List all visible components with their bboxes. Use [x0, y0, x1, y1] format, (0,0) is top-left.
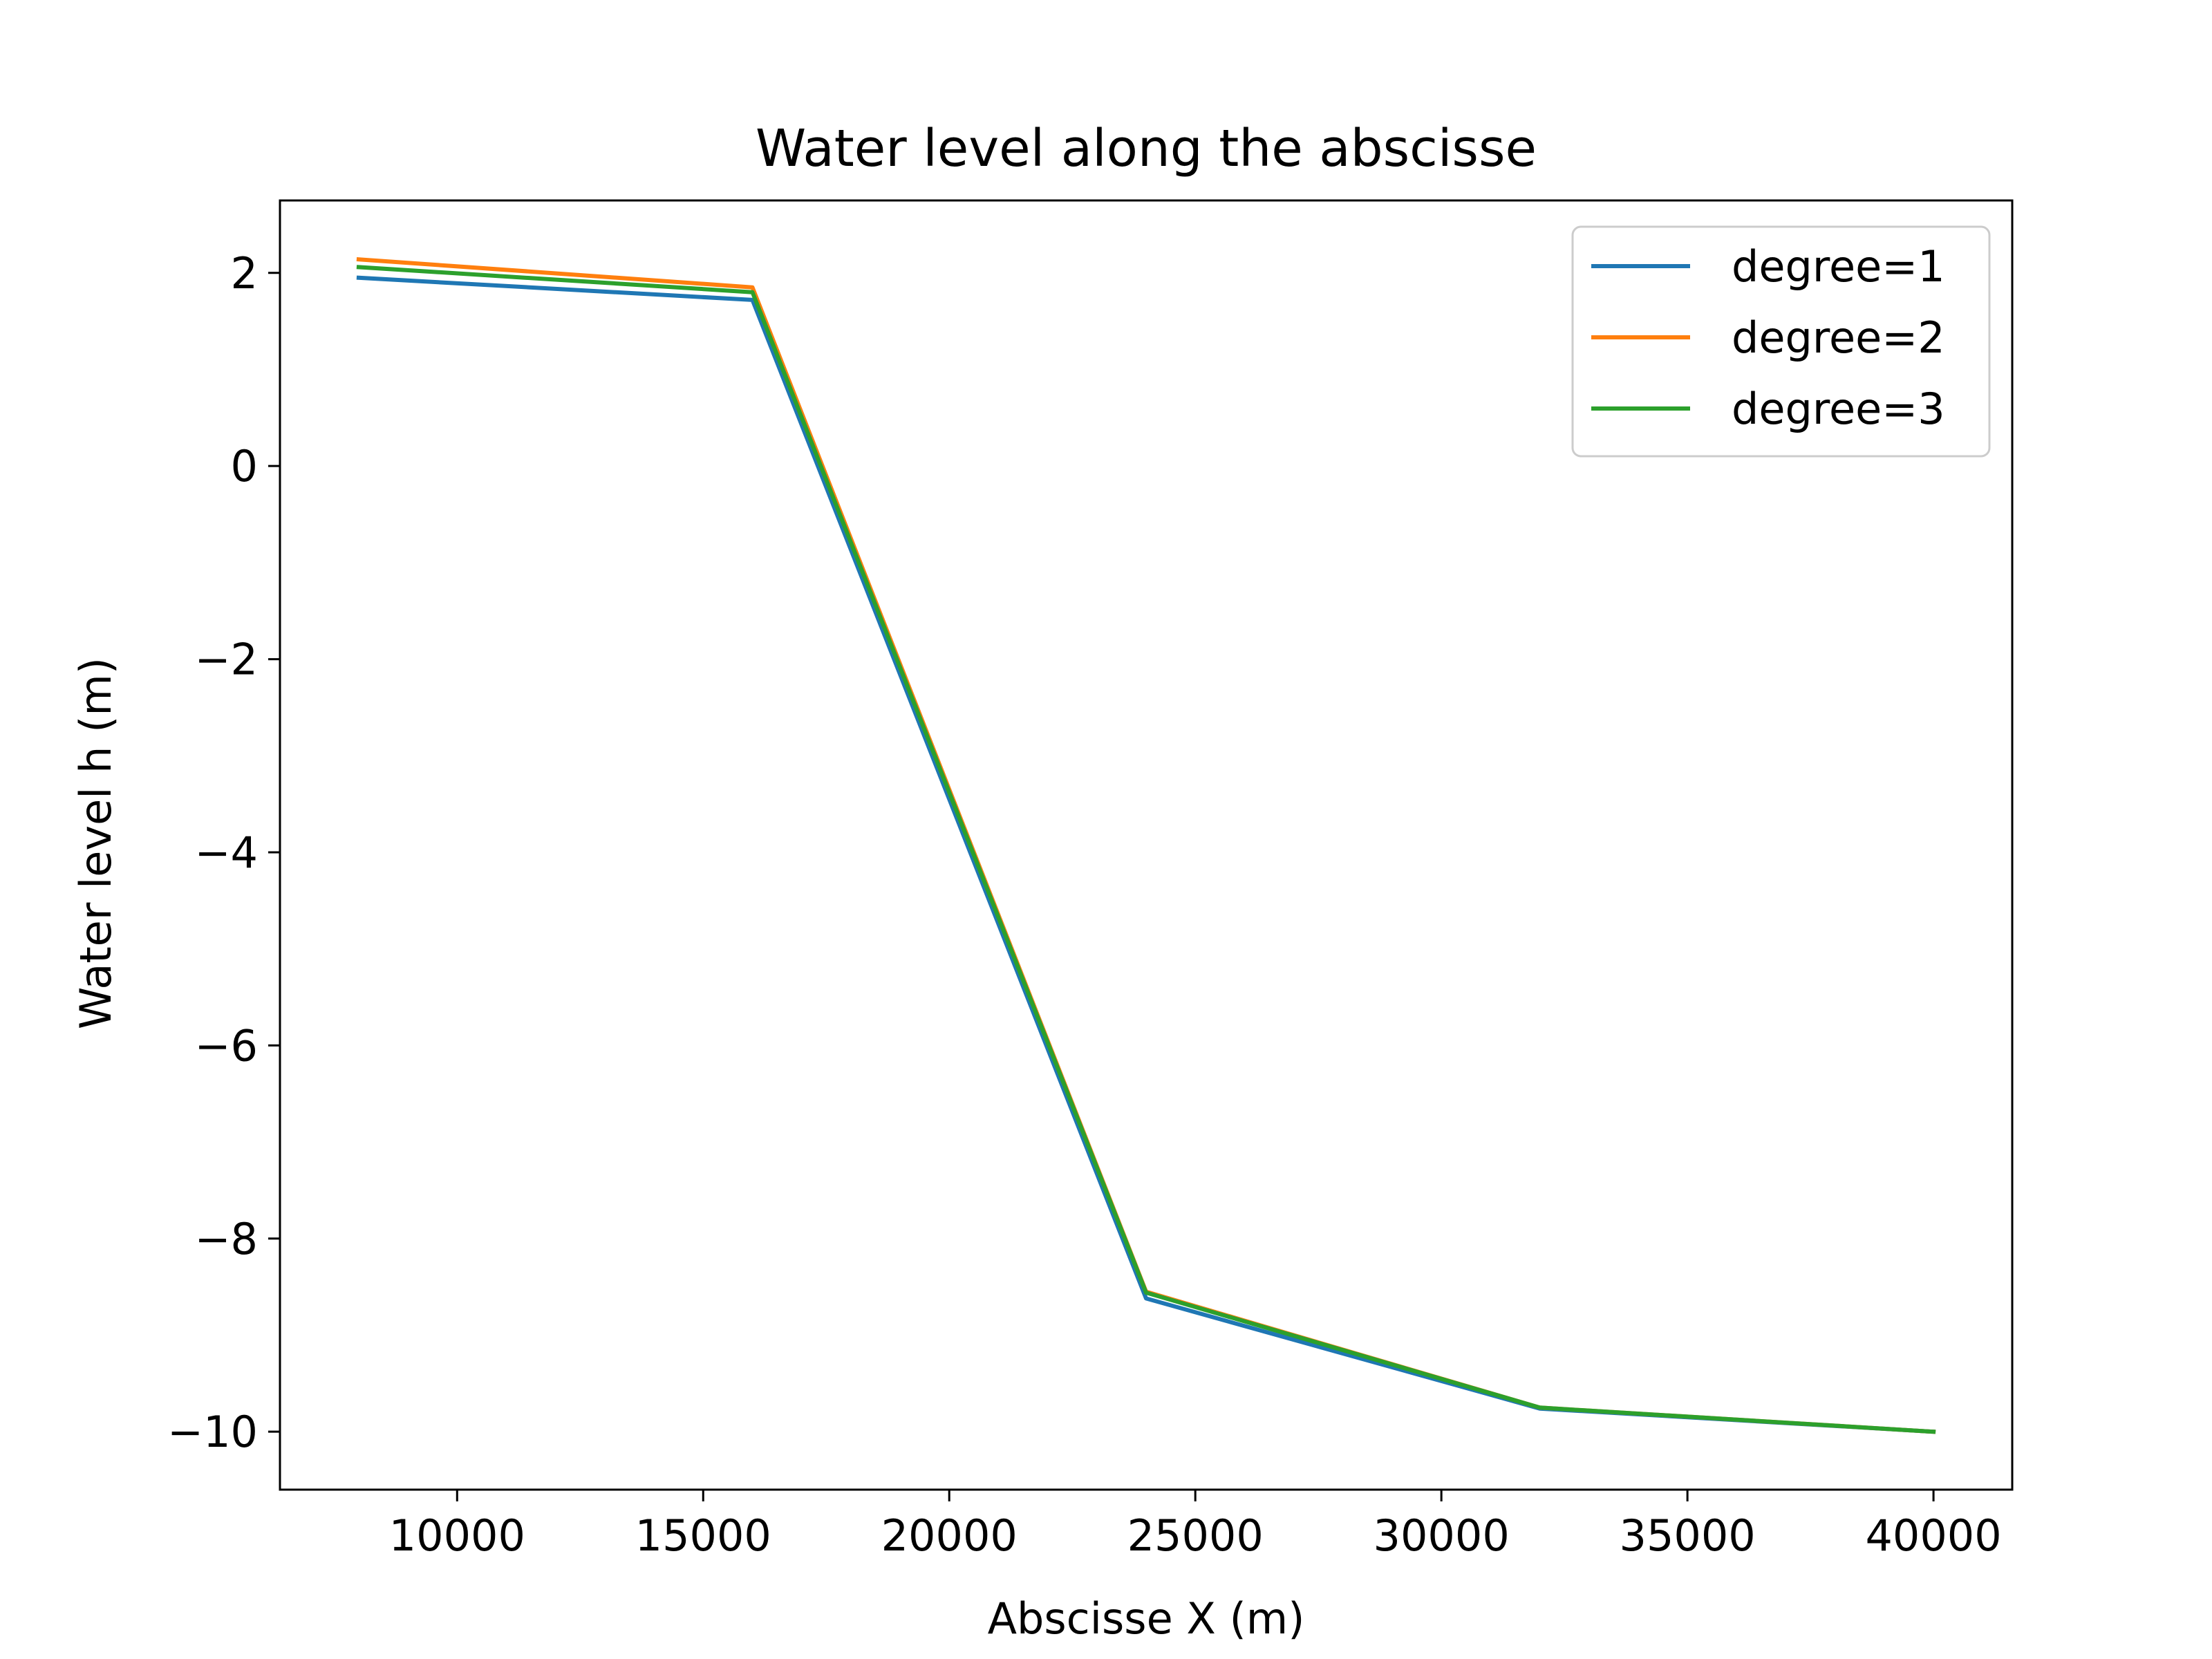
y-tick-label: −10 [167, 1407, 258, 1457]
y-tick-label: −4 [195, 827, 258, 878]
y-tick-label: 0 [231, 441, 258, 491]
y-tick-label: −8 [195, 1214, 258, 1264]
series-lines [356, 256, 1936, 1434]
legend-label: degree=1 [1732, 241, 1945, 292]
x-tick-label: 10000 [389, 1510, 525, 1561]
x-tick-label: 35000 [1620, 1510, 1756, 1561]
x-tick-label: 40000 [1865, 1510, 2001, 1561]
x-tick-label: 25000 [1127, 1510, 1264, 1561]
plot-frame [279, 199, 2014, 1491]
plot-axes: 10000 15000 20000 25000 30000 35000 40000 2 0 −2 −… [167, 199, 2014, 1561]
x-tick-label: 30000 [1374, 1510, 1510, 1561]
y-tick-label: 2 [231, 248, 258, 299]
legend: degree=1 degree=2 degree=3 [1571, 225, 1991, 458]
legend-label: degree=3 [1732, 384, 1945, 434]
y-axis-title: Water level h (m) [71, 657, 121, 1029]
x-axis-title: Abscisse X (m) [988, 1593, 1305, 1644]
y-tick-label: −6 [195, 1020, 258, 1071]
x-tick-label: 15000 [635, 1510, 771, 1561]
legend-box [1571, 225, 1991, 458]
legend-label: degree=2 [1732, 312, 1945, 363]
series-line-degree-3 [356, 265, 1936, 1434]
y-tick-label: −2 [195, 635, 258, 685]
x-tick-label: 20000 [881, 1510, 1018, 1561]
chart-title: Water level along the abscisse [756, 119, 1537, 178]
